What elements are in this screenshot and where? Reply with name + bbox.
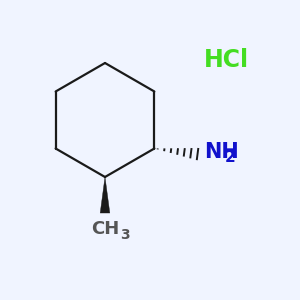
- Text: CH: CH: [91, 220, 119, 238]
- Text: 3: 3: [120, 228, 130, 242]
- Polygon shape: [100, 177, 110, 213]
- Text: NH: NH: [204, 142, 239, 161]
- Text: HCl: HCl: [204, 48, 249, 72]
- Text: 2: 2: [224, 150, 235, 165]
